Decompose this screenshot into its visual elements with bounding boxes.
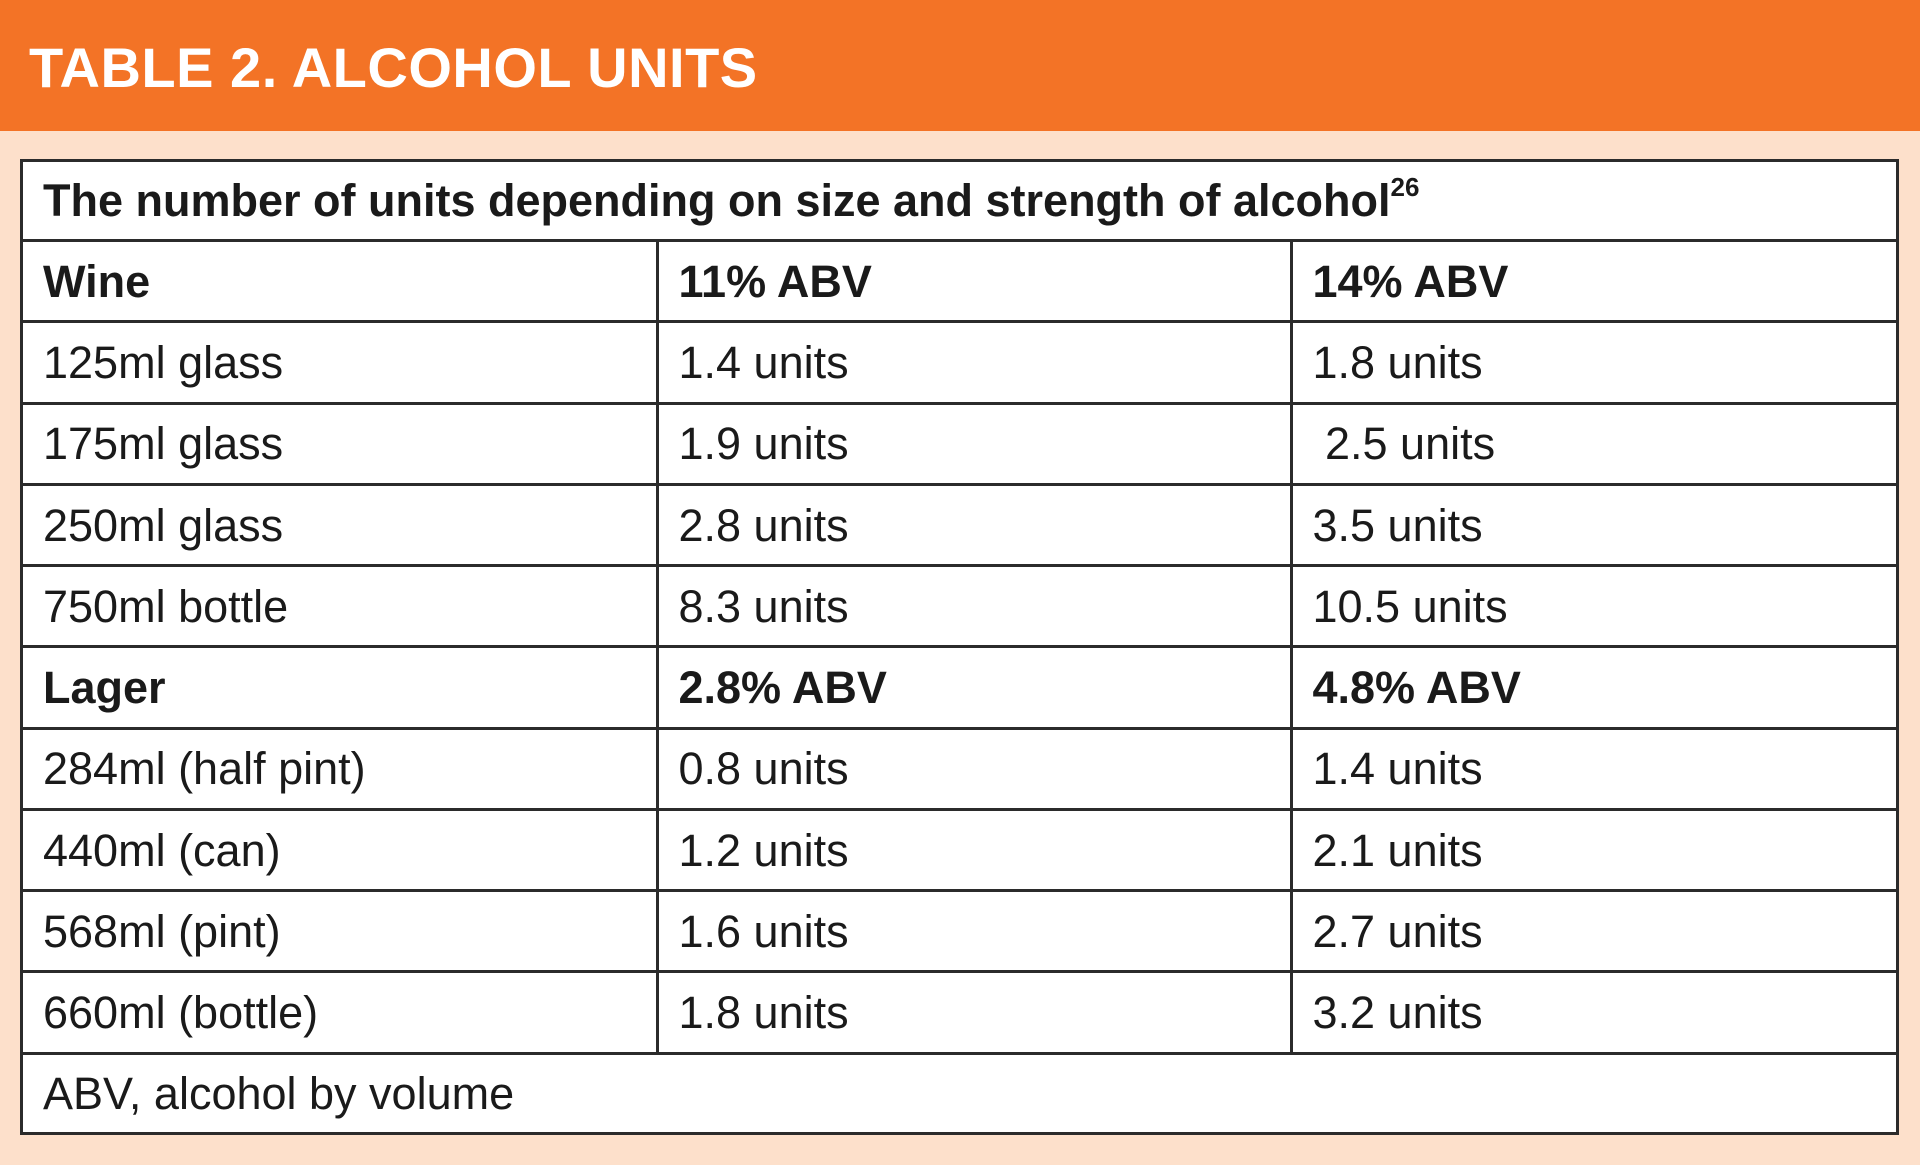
size-cell: 660ml (bottle) [23,970,659,1055]
size-cell: 750ml bottle [23,564,659,649]
units-cell: 0.8 units [655,726,1293,811]
alcohol-units-table: The number of units depending on size an… [20,159,1899,1135]
header-cell: 4.8% ABV [1289,645,1896,730]
table-row: 125ml glass 1.4 units 1.8 units [23,320,1896,405]
header-cell: 14% ABV [1289,239,1896,324]
header-cell: 11% ABV [655,239,1293,324]
table-row: 175ml glass 1.9 units 2.5 units [23,401,1896,486]
units-cell: 1.8 units [655,970,1293,1055]
size-cell: 175ml glass [23,401,659,486]
table-row: 284ml (half pint) 0.8 units 1.4 units [23,726,1896,811]
size-cell: 568ml (pint) [23,889,659,974]
header-cell: Lager [23,645,659,730]
units-cell: 2.8 units [655,482,1293,568]
units-cell: 3.5 units [1289,482,1896,568]
units-cell: 3.2 units [1289,970,1896,1055]
units-cell: 1.2 units [655,807,1293,893]
header-cell: Wine [23,239,659,324]
size-cell: 250ml glass [23,482,659,568]
caption-text: The number of units depending on size an… [43,175,1391,227]
units-cell: 1.8 units [1289,320,1896,405]
footnote-row: ABV, alcohol by volume [23,1051,1896,1132]
units-cell: 2.1 units [1289,807,1896,893]
wine-header-row: Wine 11% ABV 14% ABV [23,239,1896,324]
size-cell: 125ml glass [23,320,659,405]
table-title: TABLE 2. ALCOHOL UNITS [29,36,758,99]
units-cell: 1.6 units [655,889,1293,974]
table-row: 440ml (can) 1.2 units 2.1 units [23,807,1896,893]
table-row: 750ml bottle 8.3 units 10.5 units [23,564,1896,649]
lager-header-row: Lager 2.8% ABV 4.8% ABV [23,645,1896,730]
units-cell: 2.7 units [1289,889,1896,974]
units-cell: 1.4 units [655,320,1293,405]
units-cell: 2.5 units [1289,401,1896,486]
table-row: 568ml (pint) 1.6 units 2.7 units [23,889,1896,974]
table-row: 250ml glass 2.8 units 3.5 units [23,482,1896,568]
title-banner: TABLE 2. ALCOHOL UNITS [0,0,1920,131]
units-table: The number of units depending on size an… [23,162,1896,1132]
units-cell: 1.9 units [655,401,1293,486]
caption-reference: 26 [1390,172,1420,203]
size-cell: 284ml (half pint) [23,726,659,811]
units-cell: 10.5 units [1289,564,1896,649]
units-cell: 1.4 units [1289,726,1896,811]
caption-row: The number of units depending on size an… [23,162,1896,243]
size-cell: 440ml (can) [23,807,659,893]
table-footnote: ABV, alcohol by volume [23,1051,1896,1132]
header-cell: 2.8% ABV [655,645,1293,730]
table-row: 660ml (bottle) 1.8 units 3.2 units [23,970,1896,1055]
units-cell: 8.3 units [655,564,1293,649]
table-caption: The number of units depending on size an… [23,162,1896,243]
